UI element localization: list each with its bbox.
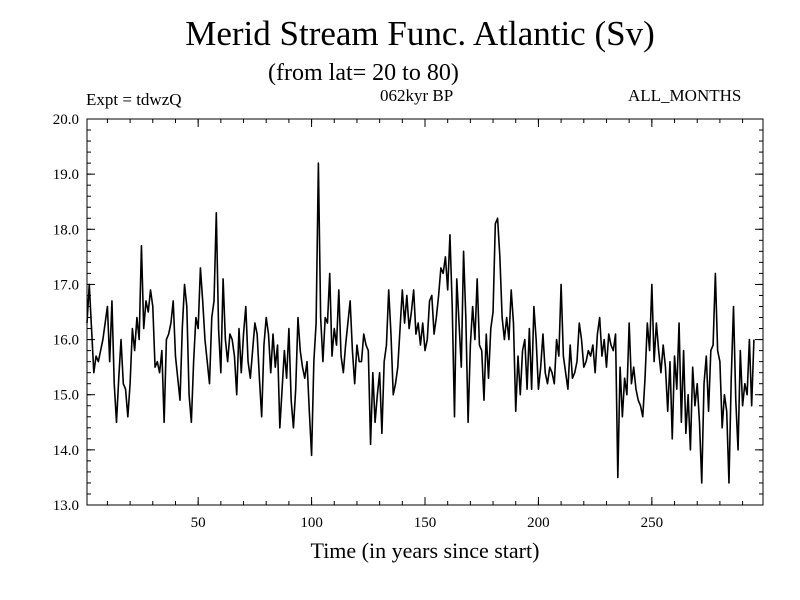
chart-title: Merid Stream Func. Atlantic (Sv) [185, 14, 655, 53]
experiment-label: Expt = tdwzQ [86, 90, 182, 109]
y-tick-label: 13.0 [53, 498, 79, 514]
x-tick-label: 150 [414, 515, 437, 531]
chart-subtitle: (from lat= 20 to 80) [268, 60, 459, 86]
x-tick-label: 250 [641, 515, 664, 531]
y-tick-label: 15.0 [53, 388, 79, 404]
y-tick-label: 17.0 [53, 277, 79, 293]
y-tick-label: 14.0 [53, 443, 79, 459]
axes: 13.0 14.0 15.0 16.0 17.0 18.0 19.0 20.0 50 100 150… [53, 112, 763, 531]
x-axis-label: Time (in years since start) [310, 538, 540, 563]
x-tick-label: 50 [191, 515, 206, 531]
y-tick-label: 18.0 [53, 222, 79, 238]
x-tick-label: 100 [300, 515, 323, 531]
y-tick-label: 16.0 [53, 333, 79, 349]
y-tick-label: 20.0 [53, 112, 79, 128]
y-tick-label: 19.0 [53, 167, 79, 183]
period-label: 062kyr BP [380, 86, 454, 105]
series-line [86, 162, 755, 484]
plot-area [86, 162, 755, 484]
plot-frame [86, 118, 764, 506]
months-label: ALL_MONTHS [628, 86, 742, 105]
x-tick-label: 200 [527, 515, 550, 531]
